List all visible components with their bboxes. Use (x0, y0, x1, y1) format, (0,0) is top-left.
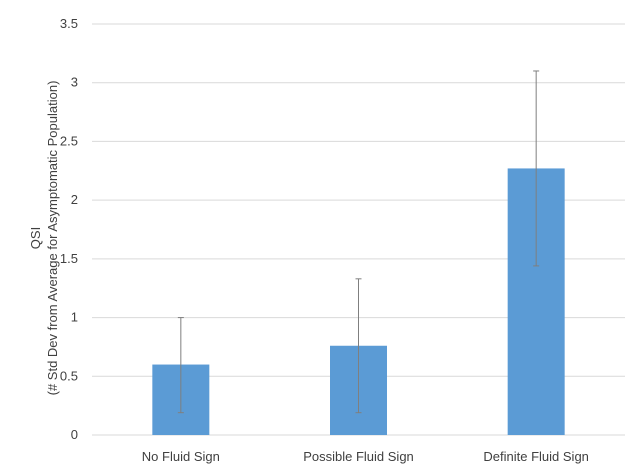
y-axis-title-line2: (# Std Dev from Average for Asymptomatic… (45, 81, 60, 396)
y-tick-label: 0.5 (60, 368, 78, 383)
y-tick-label: 1.5 (60, 251, 78, 266)
y-tick-label: 3 (71, 75, 78, 90)
x-tick-label: Possible Fluid Sign (303, 449, 414, 464)
x-axis-ticks: No Fluid Sign Possible Fluid Sign Definite… (142, 449, 589, 464)
y-tick-label: 2 (71, 192, 78, 207)
y-axis-title: QSI (# Std Dev from Average for Asymptom… (28, 81, 60, 396)
y-tick-label: 0 (71, 427, 78, 442)
y-axis-title-line1: QSI (28, 227, 43, 249)
y-tick-label: 3.5 (60, 16, 78, 31)
y-axis-ticks: 0 0.5 1 1.5 2 2.5 3 3.5 (60, 16, 78, 442)
y-tick-label: 2.5 (60, 133, 78, 148)
x-tick-label: No Fluid Sign (142, 449, 220, 464)
error-bars (177, 70, 540, 414)
y-tick-label: 1 (71, 310, 78, 325)
x-tick-label: Definite Fluid Sign (483, 449, 589, 464)
